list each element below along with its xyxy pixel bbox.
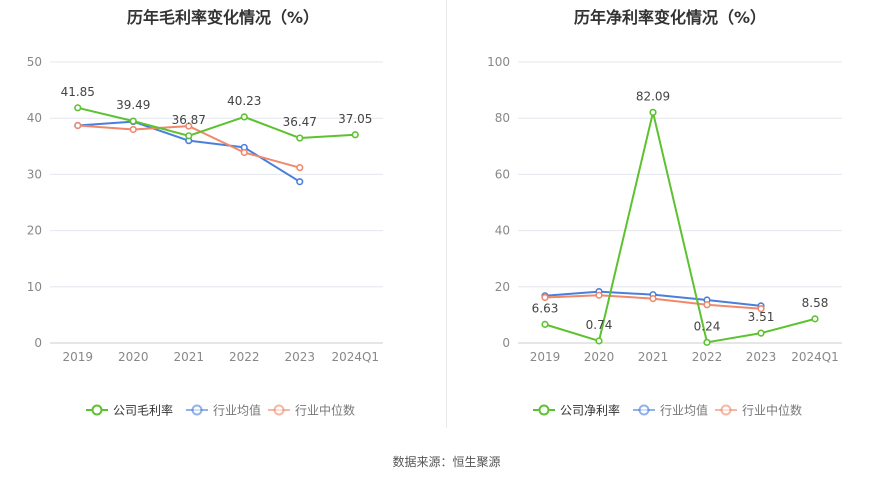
y-tick-label: 100 — [487, 55, 510, 69]
legend-label: 公司净利率 — [560, 403, 620, 418]
y-tick-label: 50 — [27, 55, 42, 69]
net-margin-chart-panel: 历年净利率变化情况（%） 0 20 40 60 80 100 2019 2020 2021 202… — [447, 0, 893, 440]
x-tick-label: 2024Q1 — [331, 350, 379, 364]
chart-title: 历年净利率变化情况（%） — [573, 8, 767, 27]
data-point — [649, 108, 657, 116]
data-label: 37.05 — [338, 112, 372, 126]
data-point — [703, 338, 711, 346]
y-tick-label: 20 — [27, 224, 42, 238]
data-source-note: 数据来源：恒生聚源 — [392, 455, 501, 469]
x-tick-label: 2022 — [229, 350, 260, 364]
data-point — [296, 134, 304, 142]
y-tick-label: 0 — [502, 336, 510, 350]
data-label: 40.23 — [227, 94, 261, 108]
y-tick-label: 80 — [495, 111, 510, 125]
legend-label: 公司毛利率 — [113, 403, 173, 418]
x-tick-label: 2020 — [584, 350, 615, 364]
x-tick-label: 2023 — [284, 350, 315, 364]
panel-divider — [446, 0, 447, 428]
data-point — [74, 104, 82, 112]
x-tick-label: 2021 — [638, 350, 669, 364]
legend-marker-icon — [638, 404, 650, 416]
y-tick-label: 40 — [495, 224, 510, 238]
legend-marker-icon — [191, 404, 203, 416]
y-tick-label: 60 — [495, 167, 510, 181]
gross-margin-chart: 0 10 20 30 40 50 2019 2020 2021 2022 2023 2024Q1 41.… — [27, 55, 383, 418]
data-point — [185, 122, 193, 130]
data-point — [74, 121, 82, 130]
data-label: 36.47 — [283, 115, 317, 129]
data-point — [296, 164, 304, 172]
legend-item: 公司毛利率 — [86, 403, 173, 418]
x-tick-label: 2019 — [530, 350, 561, 364]
data-label: 0.74 — [586, 318, 613, 332]
x-tick-label: 2019 — [62, 350, 93, 364]
legend-label: 行业均值 — [660, 403, 708, 418]
y-tick-label: 10 — [27, 280, 42, 294]
series-0: 6.63 0.74 82.09 0.24 3.51 8.58 — [532, 89, 829, 346]
data-point — [129, 125, 137, 134]
legend-item: 行业中位数 — [715, 403, 802, 418]
data-point — [240, 148, 248, 157]
chart-title: 历年毛利率变化情况（%） — [126, 8, 320, 27]
data-point — [240, 113, 248, 121]
legend-item: 行业均值 — [633, 403, 708, 418]
series-2 — [541, 291, 765, 313]
legend-label: 行业中位数 — [295, 403, 355, 418]
y-tick-label: 40 — [27, 111, 42, 125]
legend-marker-icon — [91, 404, 103, 416]
legend-label: 行业中位数 — [742, 403, 802, 418]
series-0: 41.85 39.49 36.87 40.23 36.47 37.05 — [61, 85, 372, 142]
data-point — [649, 295, 657, 303]
data-point — [757, 329, 765, 337]
data-label: 41.85 — [61, 85, 95, 99]
series-line — [544, 111, 816, 344]
legend-item: 行业均值 — [186, 403, 261, 418]
x-tick-label: 2023 — [746, 350, 777, 364]
legend-marker-icon — [720, 404, 732, 416]
x-tick-label: 2024Q1 — [791, 350, 839, 364]
legend-item: 行业中位数 — [268, 403, 355, 418]
data-point — [703, 301, 711, 309]
data-point — [811, 315, 819, 323]
y-tick-label: 20 — [495, 280, 510, 294]
legend-item: 公司净利率 — [533, 403, 620, 418]
data-point — [595, 337, 603, 345]
data-label: 39.49 — [116, 98, 150, 112]
gross-margin-chart-panel: 历年毛利率变化情况（%） 0 10 20 30 40 50 2019 2020 2021 2022… — [0, 0, 446, 440]
data-label: 0.24 — [694, 319, 721, 333]
x-tick-label: 2020 — [118, 350, 149, 364]
legend-label: 行业均值 — [213, 403, 261, 418]
data-point — [296, 178, 304, 186]
data-label: 36.87 — [172, 113, 206, 127]
data-point — [757, 305, 765, 313]
data-point — [129, 117, 137, 125]
series-2 — [74, 121, 304, 172]
data-label: 8.58 — [802, 296, 829, 310]
series-line — [77, 120, 301, 183]
data-label: 3.51 — [748, 310, 775, 324]
x-tick-label: 2022 — [692, 350, 723, 364]
y-tick-label: 30 — [27, 167, 42, 181]
data-point — [185, 132, 193, 140]
x-tick-label: 2021 — [173, 350, 204, 364]
data-point — [541, 320, 549, 328]
data-label: 6.63 — [532, 301, 559, 315]
y-tick-label: 0 — [34, 336, 42, 350]
legend-marker-icon — [273, 404, 285, 416]
data-label: 82.09 — [636, 89, 670, 103]
net-margin-chart: 0 20 40 60 80 100 2019 2020 2021 2022 2023 2024Q1 6.… — [487, 55, 842, 418]
data-point — [541, 293, 549, 302]
legend-marker-icon — [538, 404, 550, 416]
series-line — [77, 106, 356, 140]
data-point — [595, 291, 603, 299]
data-point — [351, 131, 359, 139]
